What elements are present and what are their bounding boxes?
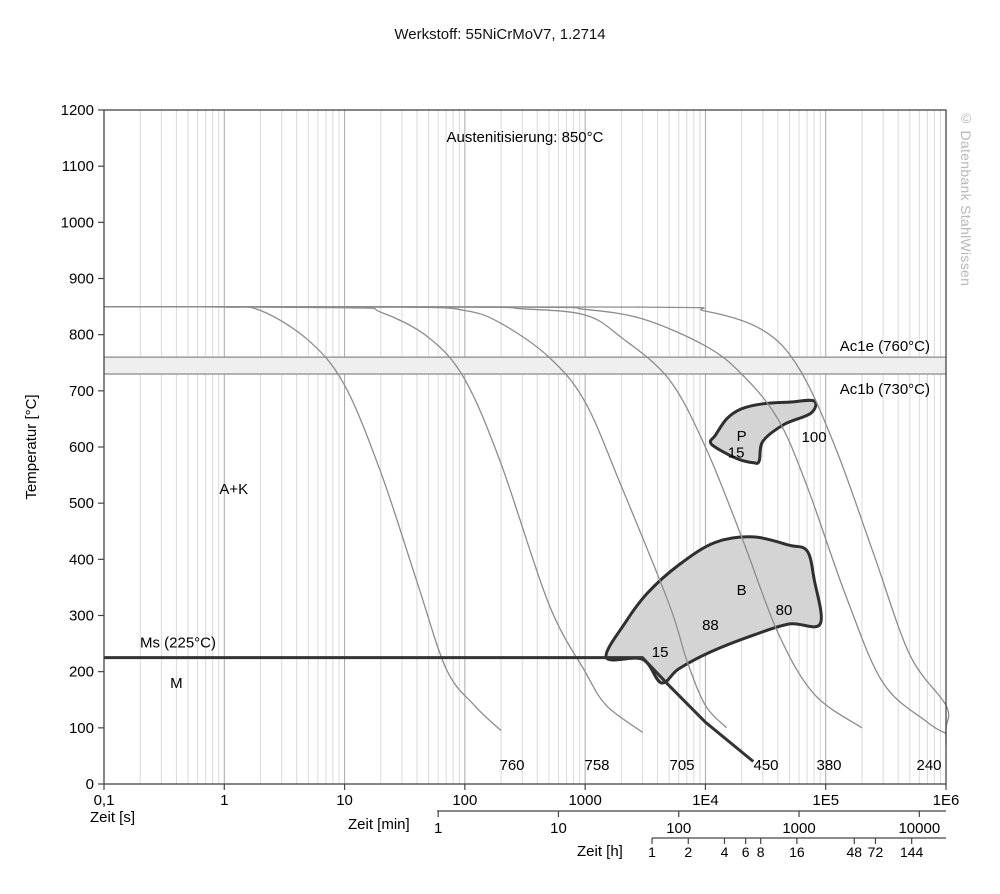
x-tick-label-min: 10000 [898,820,940,837]
x-tick-label-h: 8 [757,844,765,860]
x-axis-label-h: Zeit [h] [577,843,623,860]
cooling-curve-240 [103,305,950,745]
y-tick-label: 800 [69,327,94,344]
percent-label: 15 [728,445,745,462]
percent-label: 100 [802,429,827,446]
x-tick-label-s: 1E5 [812,792,839,809]
austenitization-label: Austenitisierung: 850°C [447,129,604,146]
percent-label: 88 [702,617,719,634]
y-tick-label: 400 [69,551,94,568]
x-tick-label-min: 100 [666,820,691,837]
x-axis-label-min: Zeit [min] [348,816,410,833]
hardness-label: 758 [584,757,609,774]
hardness-label: 760 [499,757,524,774]
x-tick-label-s: 1E4 [692,792,719,809]
y-tick-label: 900 [69,271,94,288]
ac1-band [104,357,946,374]
y-tick-label: 100 [69,720,94,737]
y-axis-label: Temperatur [°C] [23,394,40,499]
x-tick-label-min: 1000 [782,820,815,837]
y-tick-label: 1100 [62,158,94,175]
x-tick-label-min: 1 [434,820,442,837]
x-tick-label-s: 0,1 [94,792,115,809]
x-tick-label-s: 1E6 [933,792,960,809]
cooling-curve-758 [103,305,643,733]
percent-label: 15 [652,644,669,661]
region-b [604,535,823,685]
x-axis-label-s: Zeit [s] [90,809,135,826]
y-tick-label: 200 [69,664,94,681]
y-tick-label: 700 [69,383,94,400]
x-tick-label-h: 144 [900,844,924,860]
x-tick-label-h: 48 [846,844,862,860]
x-tick-label-s: 100 [452,792,477,809]
y-tick-label: 1000 [61,214,94,231]
x-tick-label-s: 10 [336,792,353,809]
hardness-label: 450 [753,757,778,774]
y-tick-label: 600 [69,439,94,456]
hardness-label: 705 [669,757,694,774]
x-tick-label-s: 1 [220,792,228,809]
region-label-a+k: A+K [219,481,248,498]
y-tick-label: 300 [69,608,94,625]
y-tick-label: 1200 [61,102,94,119]
y-tick-label: 500 [69,495,94,512]
ms-label: Ms (225°C) [140,635,216,652]
hardness-label: 240 [916,757,941,774]
chart-title: Werkstoff: 55NiCrMoV7, 1.2714 [394,26,606,43]
region-label-b: B [737,582,747,599]
hardness-label: 380 [816,757,841,774]
ac1e-label: Ac1e (760°C) [840,338,930,355]
x-tick-label-min: 10 [550,820,567,837]
copyright-watermark: © Datenbank StahlWissen [958,110,974,287]
x-tick-label-s: 1000 [568,792,601,809]
ac1b-label: Ac1b (730°C) [840,381,930,398]
plot-frame [103,109,947,785]
x-tick-label-h: 72 [868,844,884,860]
region-p [708,398,818,465]
x-tick-label-h: 4 [721,844,729,860]
ms-line [104,656,755,763]
x-tick-label-h: 16 [789,844,805,860]
y-tick-label: 0 [86,776,94,793]
region-label-p: P [737,428,747,445]
x-tick-label-h: 6 [742,844,750,860]
x-tick-label-h: 2 [684,844,692,860]
region-label-m: M [170,675,183,692]
x-tick-label-h: 1 [648,844,656,860]
percent-label: 80 [776,602,793,619]
